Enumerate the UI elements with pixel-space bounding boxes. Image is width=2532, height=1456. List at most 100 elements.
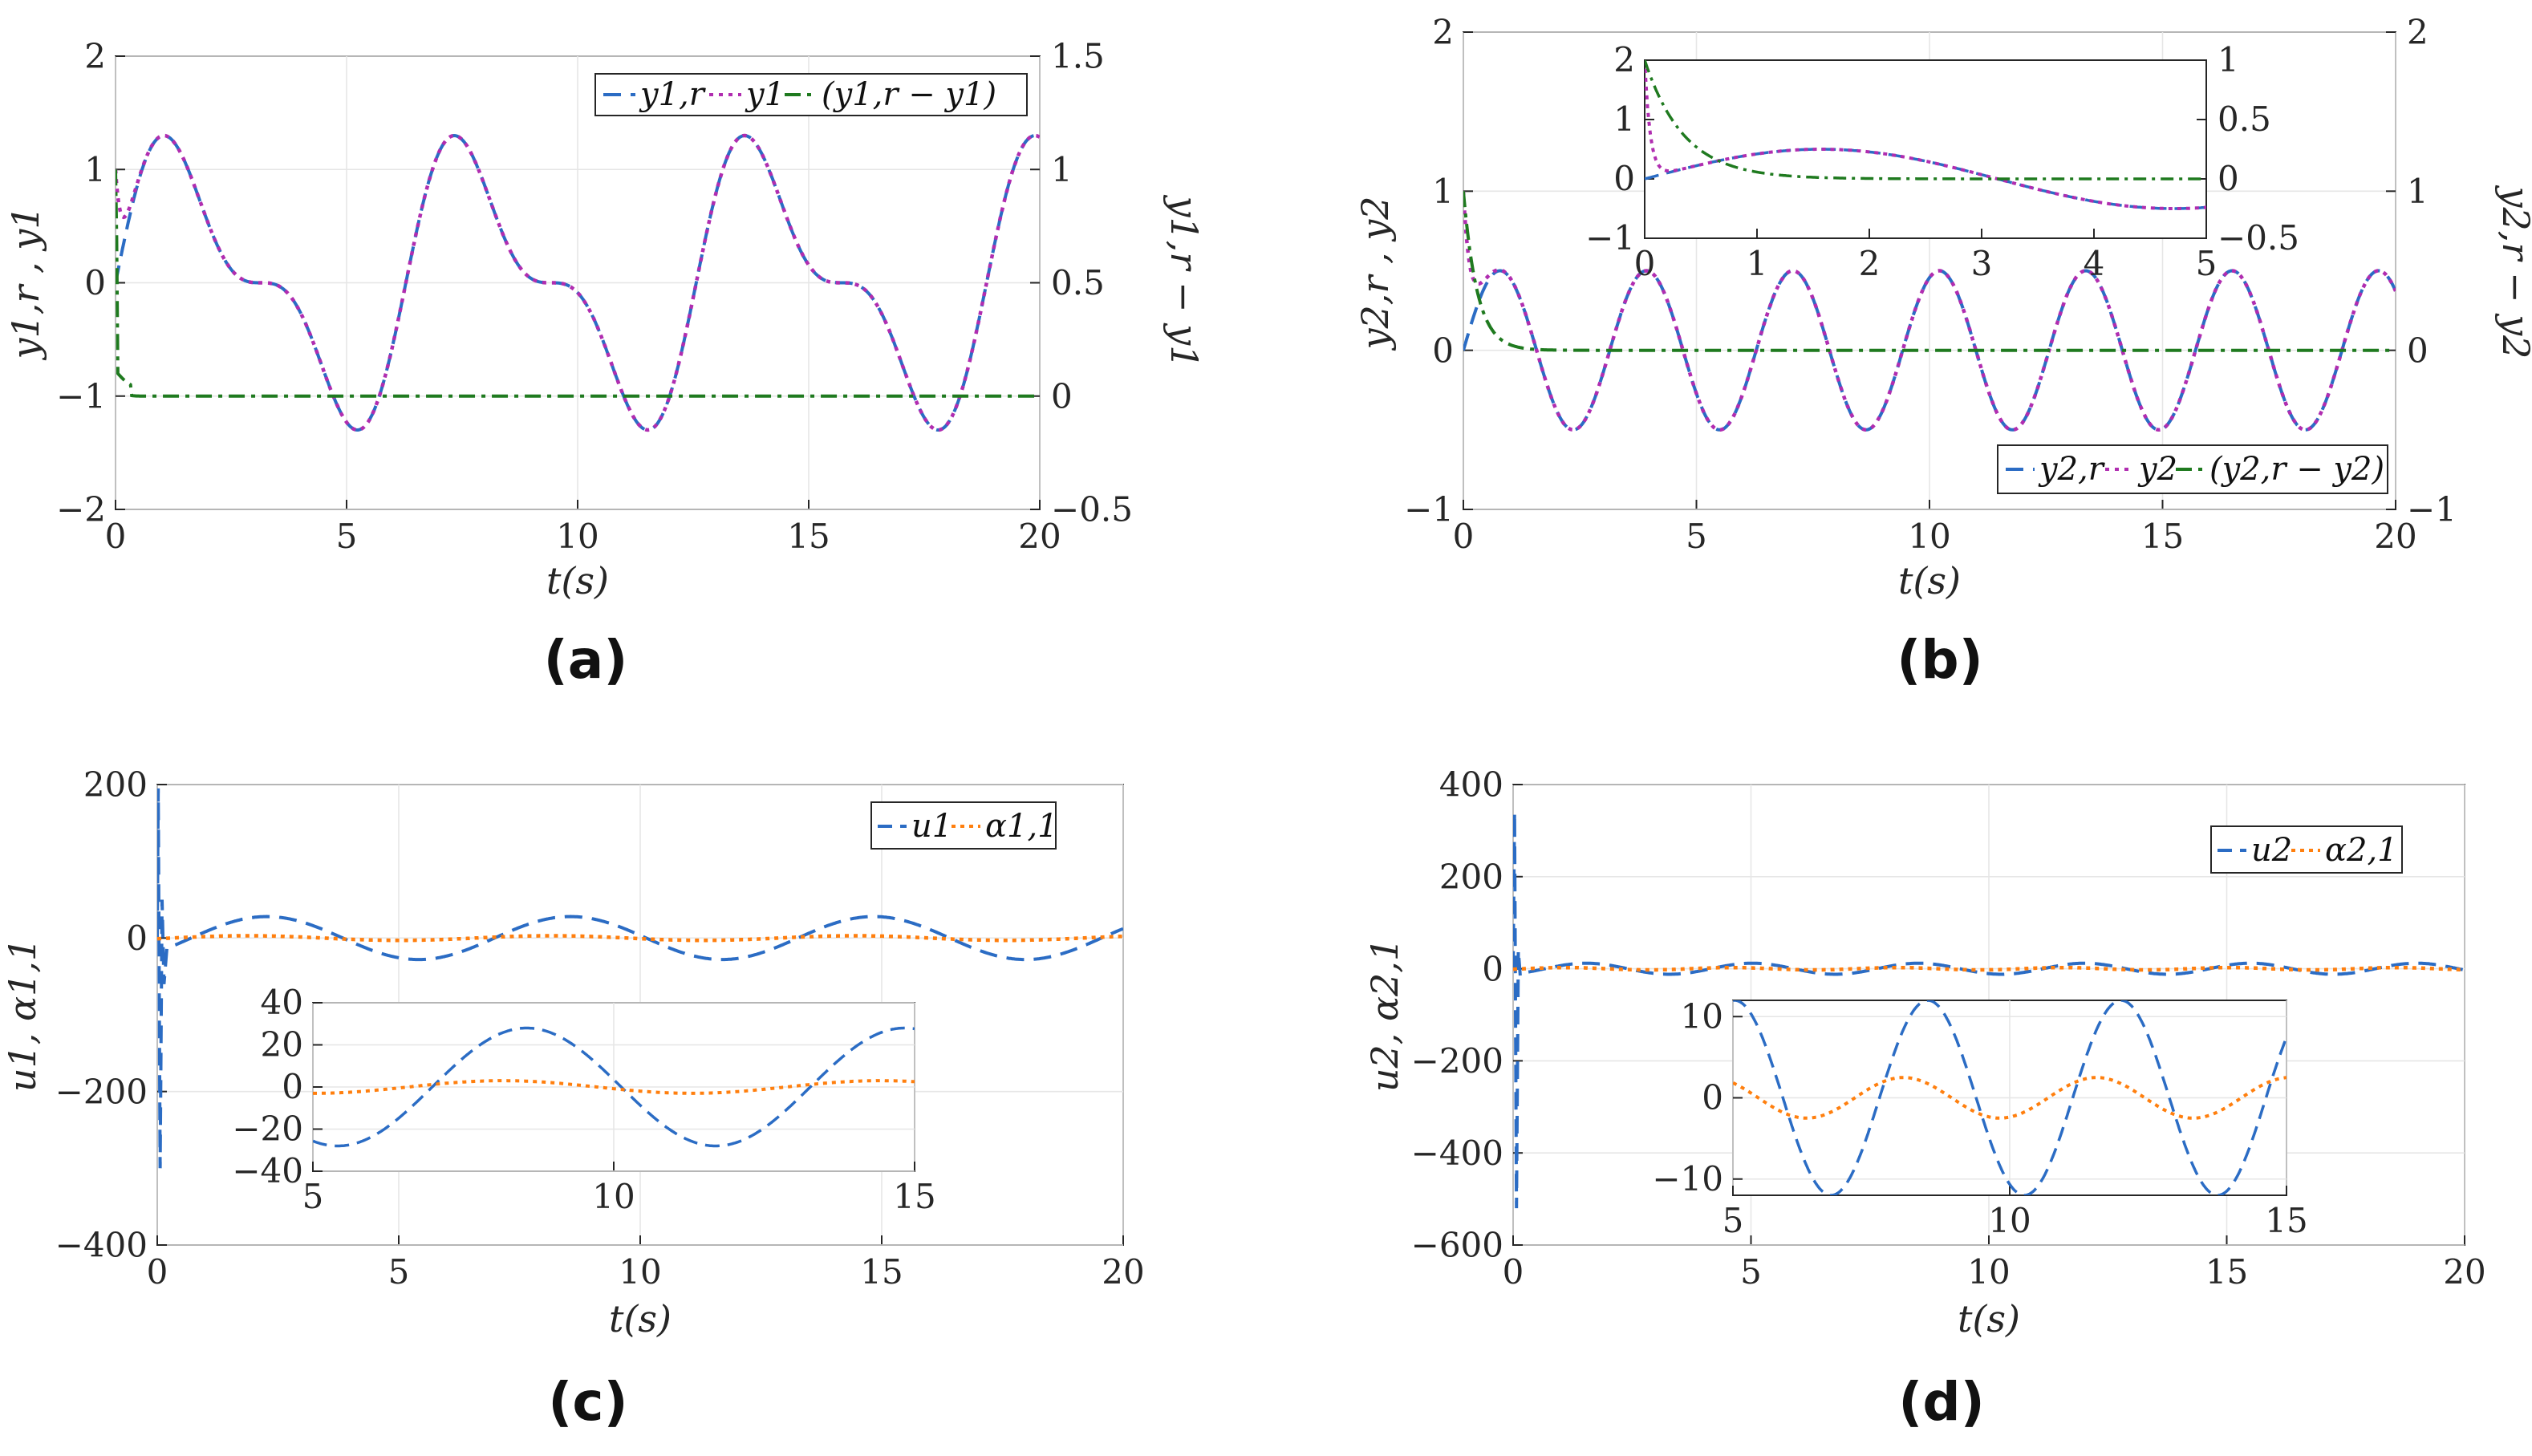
panel-a-ylabel-left: y1,r , y1	[4, 206, 47, 361]
panel-c-ytick-label: −400	[55, 1226, 148, 1265]
panel-c-ytick-label: −200	[55, 1072, 148, 1111]
panel-a-legend-label: y1,r	[639, 76, 707, 113]
panel-b-legend-label: y2,r	[2038, 451, 2106, 488]
panel-d-ytick-label: −400	[1411, 1134, 1503, 1173]
panel-a-line-error	[116, 169, 1040, 398]
panel-d-xtick-label: 5	[1740, 1252, 1762, 1292]
panel-b-xtick-label: 15	[2141, 517, 2184, 556]
panel-c-ytick-label: 0	[126, 919, 148, 958]
panel-d-xtick-label: 0	[1503, 1252, 1524, 1292]
panel-c-inset-ytick-label: 40	[261, 983, 303, 1022]
panel-a-rtick-label: 0	[1051, 376, 1073, 416]
panel-c-legend-label: u1	[911, 808, 952, 845]
panel-c-inset-line-alpha	[313, 1079, 915, 1095]
panel-c-label: (c)	[548, 1371, 627, 1433]
panel-b-inset-ytick-label: 0	[1613, 159, 1635, 198]
panel-b-inset-line-y2r	[1645, 148, 2206, 210]
panel-c-line-u1	[157, 788, 1123, 1169]
panel-c-ytick-label: 200	[83, 765, 148, 805]
panel-a-xtick-label: 15	[787, 517, 830, 556]
panel-b-xtick-label: 10	[1908, 517, 1950, 556]
panel-a-xlabel: t(s)	[546, 559, 609, 602]
panel-b-inset-xtick-label: 3	[1971, 244, 1993, 283]
panel-d-legend: u2 α2,1	[2210, 825, 2403, 874]
panel-d-line-u2	[1513, 812, 2465, 1209]
panel-a-ylabel-right: y1,r − y1	[1163, 195, 1206, 369]
panel-b-rtick-label: 1	[2407, 172, 2429, 211]
panel-a-legend-label: (y1,r − y1)	[822, 76, 996, 113]
panel-a-rtick-label: −0.5	[1051, 490, 1133, 529]
panel-a-rtick-label: 1	[1051, 150, 1073, 189]
panel-b-xtick-label: 5	[1686, 517, 1707, 556]
panel-a-xtick-label: 0	[105, 517, 127, 556]
panel-a-xtick-label: 5	[336, 517, 358, 556]
panel-b-inset-right-axis: −0.5 0 0.5 1	[2197, 40, 2299, 258]
panel-d-ytick-label: −200	[1411, 1041, 1503, 1081]
panel-d-ytick-label: 0	[1482, 949, 1503, 988]
panel-d-xtick-label: 15	[2205, 1252, 2248, 1292]
panel-d-inset-axes: 5 10 15 −10 0 10	[1652, 996, 2307, 1240]
panel-b-inset-rtick-label: 0.5	[2218, 99, 2271, 139]
panel-b-ytick-label: 0	[1432, 331, 1454, 370]
panel-c-xtick-label: 10	[619, 1252, 661, 1292]
panel-b-ylabel-left: y2,r , y2	[1353, 197, 1397, 351]
panel-a-legend-box	[594, 73, 1028, 116]
panel-b-inset-xtick-label: 2	[1859, 244, 1881, 283]
panel-b-ytick-label: 1	[1432, 172, 1454, 211]
panel-b-inset-rtick-label: 1	[2218, 40, 2239, 79]
panel-b-ytick-label: 2	[1432, 13, 1454, 52]
panel-d-inset-ytick-label: −10	[1652, 1159, 1723, 1198]
panel-a-xtick-label: 10	[556, 517, 599, 556]
panel-d-legend-label: α2,1	[2325, 832, 2398, 869]
panel-a-ytick-label: 2	[84, 37, 106, 76]
panel-b-line-error	[1463, 191, 2396, 352]
panel-c-legend: u1 α1,1	[870, 801, 1058, 850]
panel-b-inset-frame	[1644, 59, 2207, 239]
panel-d-ytick-label: 400	[1439, 765, 1503, 805]
panel-a-rtick-label: 1.5	[1051, 37, 1105, 76]
panel-d-inset-ytick-label: 0	[1702, 1078, 1723, 1117]
panel-b-label: (b)	[1897, 629, 1983, 691]
panel-c-inset-ytick-label: 20	[261, 1025, 303, 1065]
panel-a-label: (a)	[544, 629, 628, 691]
panel-b-legend-label: y2	[2137, 451, 2177, 488]
panel-d-inset-ytick-label: 10	[1681, 996, 1723, 1036]
panel-d-xlabel: t(s)	[1958, 1297, 2020, 1340]
panel-d-inset-xtick-label: 15	[2265, 1201, 2307, 1240]
panel-d-label: (d)	[1898, 1371, 1985, 1433]
panel-d-inset-xtick-label: 5	[1722, 1201, 1744, 1240]
panel-c-xtick-label: 0	[147, 1252, 168, 1292]
panel-b-xtick-label: 0	[1453, 517, 1475, 556]
panel-b-ylabel-right: y2,r − y2	[2494, 185, 2532, 359]
panel-b-inset-xtick-label: 4	[2084, 244, 2105, 283]
panel-c-inset-ytick-label: 0	[282, 1067, 303, 1106]
panel-a-line-y1	[116, 133, 1040, 432]
panel-b-inset-xtick-label: 5	[2196, 244, 2218, 283]
panel-d-inset-line-u2	[1733, 1000, 2287, 1195]
panel-b-right-axis: −1 0 1 2	[2386, 13, 2457, 529]
panel-b-xlabel: t(s)	[1898, 559, 1961, 602]
panel-c-xtick-label: 20	[1102, 1252, 1144, 1292]
panel-b-rtick-label: 2	[2407, 13, 2429, 52]
panel-a-legend: y1,r y1 (y1,r − y1)	[594, 73, 1028, 116]
panel-b-legend: y2,r y2 (y2,r − y2)	[1997, 444, 2388, 494]
panel-d-ylabel: u2, α2,1	[1363, 938, 1406, 1092]
panel-c-legend-label: α1,1	[985, 808, 1058, 845]
panel-c-inset-line-u1	[313, 1026, 915, 1148]
panel-c-ylabel: u1, α1,1	[1, 938, 44, 1092]
panel-b-inset-rtick-label: 0	[2218, 159, 2239, 198]
panel-b-ytick-label: −1	[1404, 490, 1454, 529]
panel-d-ytick-label: 200	[1439, 858, 1503, 897]
panel-b-inset-line-error	[1645, 60, 2206, 180]
panel-a-xtick-label: 20	[1018, 517, 1061, 556]
panel-a-ytick-label: 1	[84, 150, 106, 189]
panel-c-xlabel: t(s)	[609, 1297, 672, 1340]
panel-b-inset-ytick-label: 1	[1613, 99, 1635, 139]
panel-b-line-y2	[1463, 191, 2396, 432]
panel-c-inset-ytick-label: −40	[232, 1151, 303, 1190]
panel-d-legend-label: u2	[2251, 832, 2292, 869]
panel-b-xtick-label: 20	[2374, 517, 2416, 556]
panel-b-inset-ytick-label: −1	[1585, 218, 1635, 258]
panel-c-xtick-label: 15	[860, 1252, 903, 1292]
